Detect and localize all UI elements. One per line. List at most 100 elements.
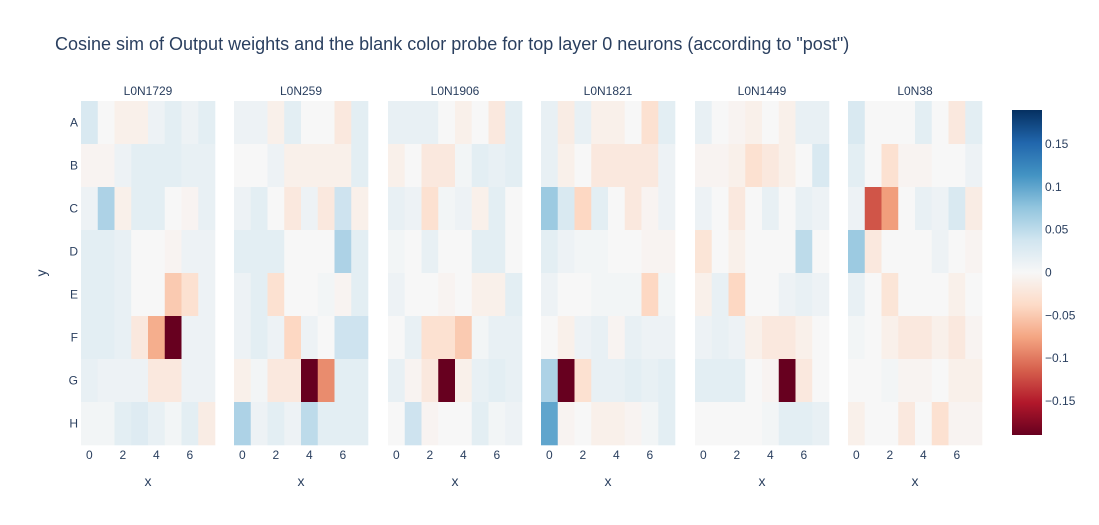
heatmap-cell: [488, 230, 506, 274]
heatmap-cell: [541, 187, 559, 231]
heatmap-cell: [148, 359, 166, 403]
heatmap-cell: [641, 316, 659, 360]
heatmap-cell: [148, 144, 166, 188]
heatmap-cell: [505, 273, 523, 317]
heatmap-cell: [488, 187, 506, 231]
heatmap-cell: [695, 273, 713, 317]
heatmap-cell: [198, 316, 216, 360]
heatmap-cell: [148, 230, 166, 274]
heatmap-cell: [898, 230, 916, 274]
heatmap-cell: [234, 230, 252, 274]
heatmap-cell: [97, 187, 115, 231]
heatmap-cell: [624, 101, 642, 145]
heatmap-cell: [931, 101, 949, 145]
heatmap-cell: [164, 144, 182, 188]
heatmap-panel-L0N38: L0N38 0 2 4 6 x: [848, 84, 983, 489]
heatmap-cell: [695, 101, 713, 145]
heatmap-cell: [591, 402, 609, 446]
heatmap-cell: [778, 359, 796, 403]
heatmap-cell: [455, 101, 473, 145]
colorbar: 0.15 0.1 0.05 0 −0.05 −0.1 −0.15: [1012, 110, 1076, 435]
heatmap-cell: [488, 101, 506, 145]
x-tick-label: 2: [887, 448, 894, 462]
heatmap-cell: [181, 402, 199, 446]
heatmap-cell: [267, 144, 285, 188]
heatmap-cell: [898, 273, 916, 317]
heatmap-cell: [541, 402, 559, 446]
heatmap-cell: [557, 230, 575, 274]
heatmap-cell: [131, 402, 149, 446]
heatmap-cell: [965, 359, 983, 403]
heatmap-cell: [81, 144, 99, 188]
heatmap-cell: [848, 273, 866, 317]
y-tick-label: C: [69, 202, 78, 216]
heatmap-cell: [505, 101, 523, 145]
heatmap-cell: [762, 144, 780, 188]
heatmap-cell: [848, 316, 866, 360]
heatmap-cell: [334, 187, 352, 231]
panel-title: L0N1906: [431, 84, 480, 98]
heatmap-cell: [284, 187, 302, 231]
x-tick-label: 4: [153, 448, 160, 462]
panel-title: L0N38: [897, 84, 933, 98]
heatmap-cell: [284, 101, 302, 145]
x-tick-label: 0: [546, 448, 553, 462]
heatmap-cell: [181, 144, 199, 188]
heatmap-cell: [624, 144, 642, 188]
heatmap-cell: [438, 101, 456, 145]
heatmap-cell: [471, 230, 489, 274]
heatmap-cell: [898, 101, 916, 145]
heatmap-cell: [778, 187, 796, 231]
heatmap-cell: [541, 101, 559, 145]
heatmap-cell: [505, 144, 523, 188]
heatmap-cell: [267, 273, 285, 317]
heatmap-cell: [488, 359, 506, 403]
heatmap-cell: [181, 316, 199, 360]
x-tick-label: 2: [734, 448, 741, 462]
heatmap-cell: [624, 273, 642, 317]
heatmap-cell: [762, 230, 780, 274]
heatmap-cell: [471, 187, 489, 231]
heatmap-cell: [864, 230, 882, 274]
heatmap-cell: [455, 402, 473, 446]
heatmap-cell: [284, 273, 302, 317]
heatmap-cell: [301, 187, 319, 231]
heatmap-cell: [881, 101, 899, 145]
heatmap-cell: [711, 101, 729, 145]
heatmap-cell: [438, 273, 456, 317]
colorbar-tick-label: 0.05: [1045, 223, 1069, 237]
heatmap-cell: [778, 144, 796, 188]
heatmap-cell: [898, 187, 916, 231]
heatmap-cell: [351, 359, 369, 403]
heatmap-cell: [164, 402, 182, 446]
y-tick-label: H: [69, 417, 78, 431]
heatmap-cell: [267, 187, 285, 231]
heatmap-cell: [267, 316, 285, 360]
heatmap-cell: [455, 316, 473, 360]
heatmap-cell: [388, 273, 406, 317]
heatmap-cell: [574, 316, 592, 360]
heatmap-cell: [795, 101, 813, 145]
x-tick-label: 2: [273, 448, 280, 462]
heatmap-cell: [97, 359, 115, 403]
heatmap-cell: [541, 144, 559, 188]
heatmap-cell: [97, 316, 115, 360]
heatmap-cell: [471, 144, 489, 188]
heatmap-cell: [81, 101, 99, 145]
heatmap-cell: [864, 359, 882, 403]
heatmap-cell: [762, 316, 780, 360]
heatmap-cell: [250, 402, 268, 446]
heatmap-cell: [948, 273, 966, 317]
x-axis-title: x: [298, 473, 305, 489]
heatmap-cell: [471, 402, 489, 446]
heatmap-cell: [965, 144, 983, 188]
heatmap-cell: [812, 316, 830, 360]
heatmap-cell: [641, 230, 659, 274]
x-tick-label: 6: [187, 448, 194, 462]
heatmap-cell: [388, 230, 406, 274]
heatmap-cell: [404, 101, 422, 145]
heatmap-cell: [301, 144, 319, 188]
heatmap-cell: [965, 273, 983, 317]
heatmap-cell: [728, 402, 746, 446]
heatmap-cell: [97, 144, 115, 188]
